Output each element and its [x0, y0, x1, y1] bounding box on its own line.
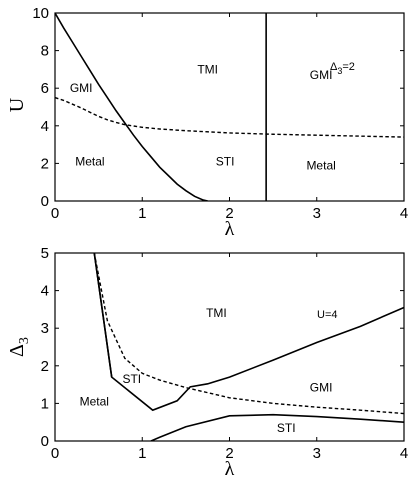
x-tick-label: 0 [51, 445, 59, 462]
y-tick-label: 5 [41, 245, 49, 262]
x-tick-label: 3 [313, 445, 321, 462]
parameter-annotation: U=4 [317, 309, 338, 321]
y-tick-label: 6 [41, 80, 49, 97]
region-label-gmi: GMI [70, 81, 93, 95]
solid-boundary-line-0 [55, 13, 208, 201]
y-tick-label: 0 [41, 433, 49, 450]
x-tick-label: 2 [225, 445, 233, 462]
y-tick-label: 4 [41, 118, 49, 135]
region-label-sti: STI [216, 155, 235, 169]
annotation-subscript: 3 [337, 66, 342, 76]
y-tick-label: 3 [41, 320, 49, 337]
plot-frame [54, 12, 405, 202]
parameter-annotation: Δ3=2 [330, 61, 355, 76]
annotation-base: Δ [330, 61, 338, 73]
x-tick-label: 2 [225, 205, 233, 222]
region-label-metal: Metal [75, 155, 104, 169]
solid-boundary-line-0 [93, 253, 404, 412]
x-tick-label: 3 [313, 205, 321, 222]
y-tick-label: 2 [41, 155, 49, 172]
x-tick-label: 4 [400, 445, 408, 462]
y-tick-label: 0 [41, 193, 49, 210]
dashed-boundary-line-1 [93, 253, 404, 415]
y-axis-label: U [6, 97, 28, 112]
region-label-gmi: GMI [310, 68, 333, 82]
region-label-sti: STI [122, 372, 141, 386]
y-tick-label: 10 [32, 5, 49, 22]
solid-boundary-line-2 [93, 253, 113, 378]
annotation-base: U=4 [317, 309, 338, 321]
region-label-sti: STI [277, 421, 296, 435]
region-label-metal: Metal [306, 158, 335, 172]
x-tick-label: 1 [138, 445, 146, 462]
x-tick-label: 4 [400, 205, 408, 222]
y-tick-label: 4 [41, 283, 49, 300]
solid-boundary-line-3 [150, 413, 404, 441]
y-tick-label: 8 [41, 43, 49, 60]
region-label-metal: Metal [80, 395, 109, 409]
region-label-tmi: TMI [206, 306, 227, 320]
x-tick-label: 0 [51, 205, 59, 222]
x-axis-label: λ [225, 218, 235, 240]
region-label-tmi: TMI [197, 62, 218, 76]
region-label-gmi: GMI [310, 381, 333, 395]
x-tick-label: 1 [138, 205, 146, 222]
y-axis-label-subscript: 3 [17, 337, 32, 344]
y-axis-label: Δ3 [6, 337, 32, 357]
y-tick-label: 1 [41, 395, 49, 412]
dashed-boundary-line-1 [55, 96, 404, 138]
y-axis-label-text: U [6, 97, 28, 112]
y-axis-label-text: Δ [6, 344, 28, 357]
annotation-rest: =2 [342, 61, 355, 73]
x-axis-label: λ [225, 458, 235, 480]
y-tick-label: 2 [41, 358, 49, 375]
